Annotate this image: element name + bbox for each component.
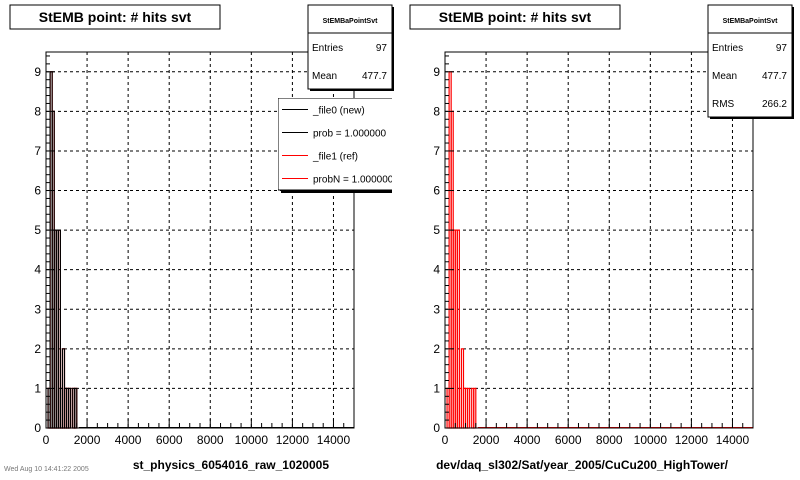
x-tick-label: 4000	[115, 433, 142, 447]
x-tick-label: 2000	[473, 433, 500, 447]
y-tick-label: 1	[34, 381, 41, 395]
title-box	[409, 4, 621, 30]
y-tick-label: 0	[34, 421, 41, 435]
legend-label: _file0 (new)	[312, 106, 365, 117]
stats-box	[307, 4, 393, 90]
y-tick-label: 5	[433, 223, 440, 237]
stats-label: RMS	[712, 99, 735, 110]
stats-title: StEMBaPointSvt	[323, 18, 379, 25]
x-tick-label: 0	[442, 433, 449, 447]
stats-label: Entries	[712, 43, 743, 54]
y-tick-label: 3	[433, 302, 440, 316]
stats-value: 477.7	[762, 71, 787, 82]
legend: _file0 (new) prob = 1.000000 _file1 (ref) p…	[278, 98, 394, 193]
x-tick-label: 10000	[235, 433, 269, 447]
stats-label: Entries	[312, 43, 343, 54]
left-histogram-panel: 0 2000 4000 6000 8000 10000 12000 14000 0 1 2 3 4 5 6 7…	[9, 4, 394, 472]
y-tick-label: 2	[433, 342, 440, 356]
x-tick-label: 8000	[197, 433, 224, 447]
y-tick-label: 6	[433, 184, 440, 198]
chart-title: StEMB point: # hits svt	[39, 9, 192, 25]
x-tick-label: 14000	[317, 433, 351, 447]
x-tick-label: 4000	[514, 433, 541, 447]
chart-title: StEMB point: # hits svt	[439, 9, 592, 25]
x-axis-label: dev/daq_sl302/Sat/year_2005/CuCu200_High…	[436, 458, 729, 472]
footer-timestamp: Wed Aug 10 14:41:22 2005	[4, 466, 89, 473]
y-tick-label: 5	[34, 223, 41, 237]
y-tick-label: 6	[34, 184, 41, 198]
legend-label: prob = 1.000000	[313, 129, 387, 140]
y-tick-label: 8	[34, 104, 41, 118]
x-tick-label: 0	[43, 433, 50, 447]
stats-value: 477.7	[362, 71, 387, 82]
x-tick-label: 12000	[276, 433, 310, 447]
y-tick-label: 7	[433, 144, 440, 158]
stats-label: Mean	[712, 71, 737, 82]
legend-label: probN = 1.000000	[313, 175, 394, 186]
x-tick-label: 12000	[675, 433, 709, 447]
x-tick-label: 6000	[555, 433, 582, 447]
y-tick-label: 2	[34, 342, 41, 356]
stats-title: StEMBaPointSvt	[723, 18, 779, 25]
title-box	[9, 4, 221, 30]
legend-label: _file1 (ref)	[312, 152, 358, 163]
y-tick-label: 7	[34, 144, 41, 158]
plot-area	[445, 52, 753, 428]
y-tick-label: 3	[34, 302, 41, 316]
x-tick-label: 6000	[156, 433, 183, 447]
y-tick-label: 1	[433, 381, 440, 395]
stats-value: 266.2	[762, 99, 787, 110]
y-tick-label: 9	[433, 65, 440, 79]
x-axis-label: st_physics_6054016_raw_1020005	[133, 458, 329, 472]
y-tick-label: 0	[433, 421, 440, 435]
x-tick-label: 8000	[596, 433, 623, 447]
right-histogram-panel: 0 2000 4000 6000 8000 10000 12000 14000 0 1 2 3 4 5 6 7…	[409, 4, 794, 472]
y-tick-label: 4	[34, 263, 41, 277]
legend-box	[278, 98, 392, 191]
y-tick-label: 4	[433, 263, 440, 277]
x-tick-label: 10000	[634, 433, 668, 447]
stats-value: 97	[776, 43, 788, 54]
y-tick-label: 9	[34, 65, 41, 79]
stats-label: Mean	[312, 71, 337, 82]
stats-value: 97	[376, 43, 388, 54]
stats-box	[707, 4, 793, 118]
x-tick-label: 2000	[74, 433, 101, 447]
y-tick-label: 8	[433, 104, 440, 118]
x-tick-label: 14000	[716, 433, 750, 447]
